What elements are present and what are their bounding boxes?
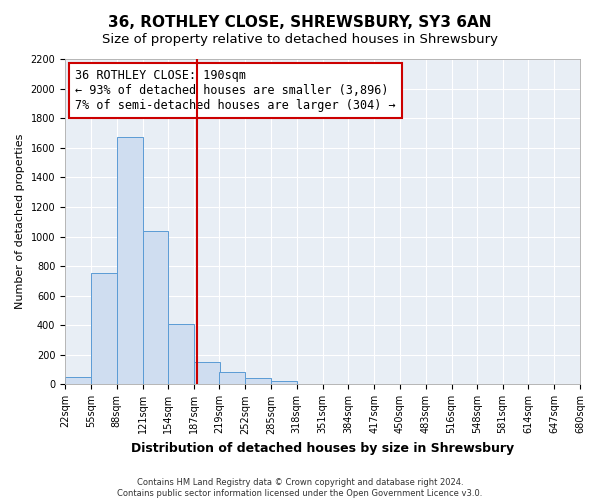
Y-axis label: Number of detached properties: Number of detached properties (15, 134, 25, 310)
Text: Size of property relative to detached houses in Shrewsbury: Size of property relative to detached ho… (102, 32, 498, 46)
Bar (245, 378, 271, 384)
Bar (116, 138, 143, 384)
Bar (194, 362, 220, 384)
Bar (143, 230, 169, 384)
Bar (65, 377, 91, 384)
Bar (219, 372, 245, 384)
X-axis label: Distribution of detached houses by size in Shrewsbury: Distribution of detached houses by size … (131, 442, 514, 455)
Text: Contains HM Land Registry data © Crown copyright and database right 2024.
Contai: Contains HM Land Registry data © Crown c… (118, 478, 482, 498)
Text: 36, ROTHLEY CLOSE, SHREWSBURY, SY3 6AN: 36, ROTHLEY CLOSE, SHREWSBURY, SY3 6AN (108, 15, 492, 30)
Bar (169, 324, 194, 384)
Bar (91, 274, 116, 384)
Text: 36 ROTHLEY CLOSE: 190sqm
← 93% of detached houses are smaller (3,896)
7% of semi: 36 ROTHLEY CLOSE: 190sqm ← 93% of detach… (76, 69, 396, 112)
Bar (271, 380, 296, 384)
